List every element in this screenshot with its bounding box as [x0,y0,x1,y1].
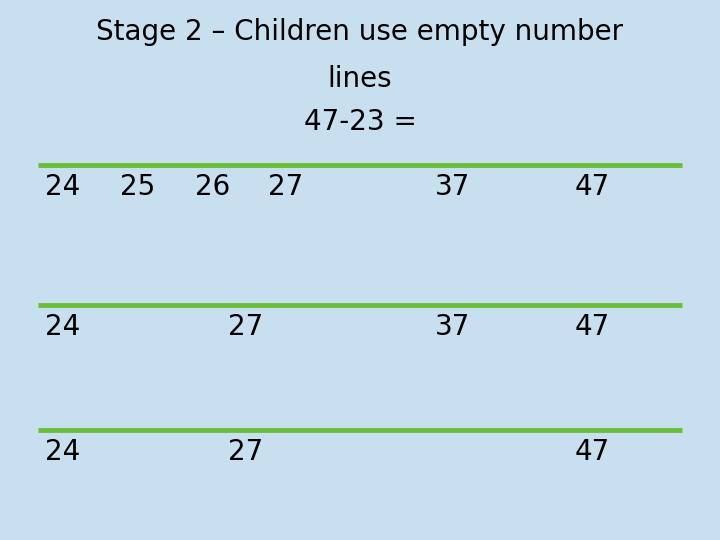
Text: 24: 24 [45,173,80,201]
Text: 37: 37 [435,173,470,201]
Text: 25: 25 [120,173,156,201]
Text: 47: 47 [575,313,611,341]
Text: 24: 24 [45,313,80,341]
Text: 47: 47 [575,438,611,466]
Text: 47-23 =: 47-23 = [304,108,416,136]
Text: Stage 2 – Children use empty number: Stage 2 – Children use empty number [96,18,624,46]
Text: lines: lines [328,65,392,93]
Text: 37: 37 [435,313,470,341]
Text: 26: 26 [195,173,230,201]
Text: 24: 24 [45,438,80,466]
Text: 27: 27 [228,313,264,341]
Text: 27: 27 [268,173,303,201]
Text: 27: 27 [228,438,264,466]
Text: 47: 47 [575,173,611,201]
